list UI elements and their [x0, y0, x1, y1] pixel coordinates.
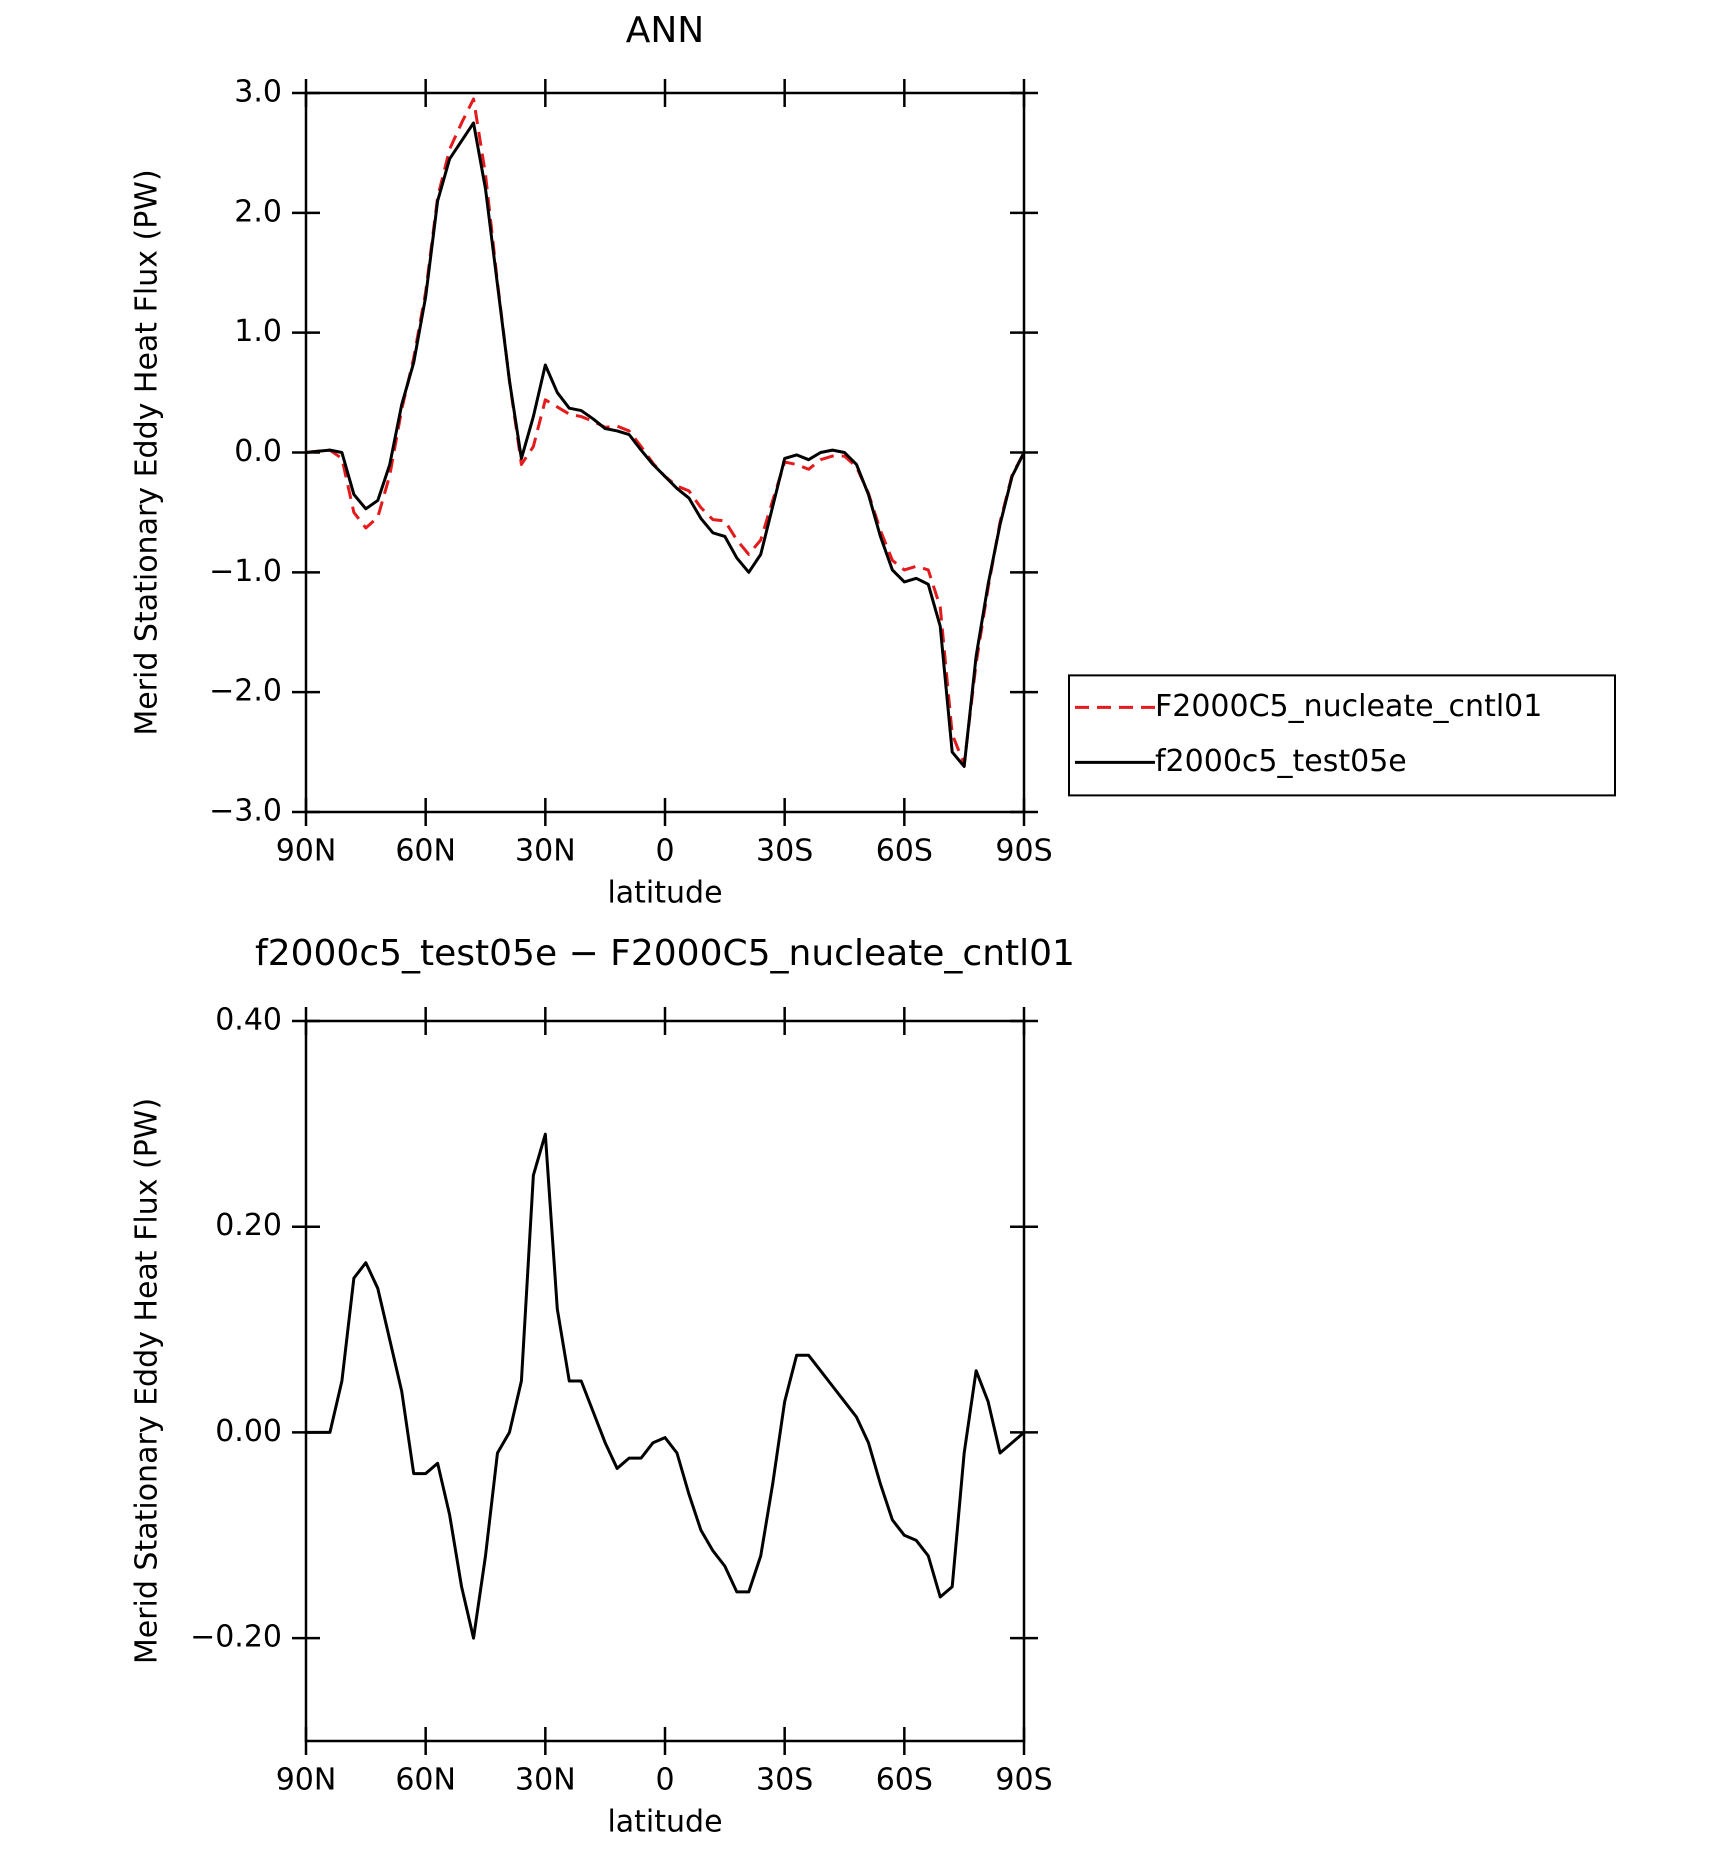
plot-frame — [304, 1019, 1026, 1743]
y-tick-label: 3.0 — [234, 75, 282, 110]
series-line — [305, 97, 1026, 766]
legend-box — [1068, 674, 1616, 797]
x-tick-label: 30S — [756, 834, 813, 869]
y-tick-label: 0.0 — [234, 434, 282, 469]
plot-frame — [304, 91, 1026, 814]
y-tick-label: 0.20 — [215, 1208, 282, 1243]
y-tick-label: 1.0 — [234, 314, 282, 349]
y-tick-label: −0.20 — [190, 1620, 282, 1655]
chart-title: f2000c5_test05e − F2000C5_nucleate_cntl0… — [255, 933, 1075, 974]
y-axis-label: Merid Stationary Eddy Heat Flux (PW) — [130, 169, 165, 735]
x-tick-label: 30S — [756, 1763, 813, 1798]
y-tick-label: 0.40 — [215, 1003, 282, 1038]
chart-title: ANN — [626, 10, 705, 51]
y-tick-label: 0.00 — [215, 1414, 282, 1449]
x-tick-label: 0 — [655, 1763, 674, 1798]
y-tick-label: −1.0 — [209, 554, 282, 589]
x-tick-label: 90S — [995, 834, 1052, 869]
x-tick-label: 90N — [276, 834, 337, 869]
y-axis-label: Merid Stationary Eddy Heat Flux (PW) — [130, 1098, 165, 1664]
x-tick-label: 60N — [395, 1763, 456, 1798]
x-tick-label: 60S — [876, 834, 933, 869]
series-line — [305, 121, 1026, 768]
y-tick-label: −2.0 — [209, 674, 282, 709]
x-axis-label: latitude — [607, 1805, 722, 1840]
x-tick-label: 90N — [276, 1763, 337, 1798]
x-axis-label: latitude — [607, 876, 722, 911]
y-tick-label: 2.0 — [234, 194, 282, 229]
series-line — [306, 1132, 1025, 1640]
x-tick-label: 0 — [655, 834, 674, 869]
x-tick-label: 30N — [515, 1763, 576, 1798]
x-tick-label: 60N — [395, 834, 456, 869]
y-tick-label: −3.0 — [209, 794, 282, 829]
x-tick-label: 30N — [515, 834, 576, 869]
legend-label: F2000C5_nucleate_cntl01 — [1155, 689, 1542, 724]
legend-label: f2000c5_test05e — [1155, 744, 1407, 779]
x-tick-label: 60S — [876, 1763, 933, 1798]
x-tick-label: 90S — [995, 1763, 1052, 1798]
